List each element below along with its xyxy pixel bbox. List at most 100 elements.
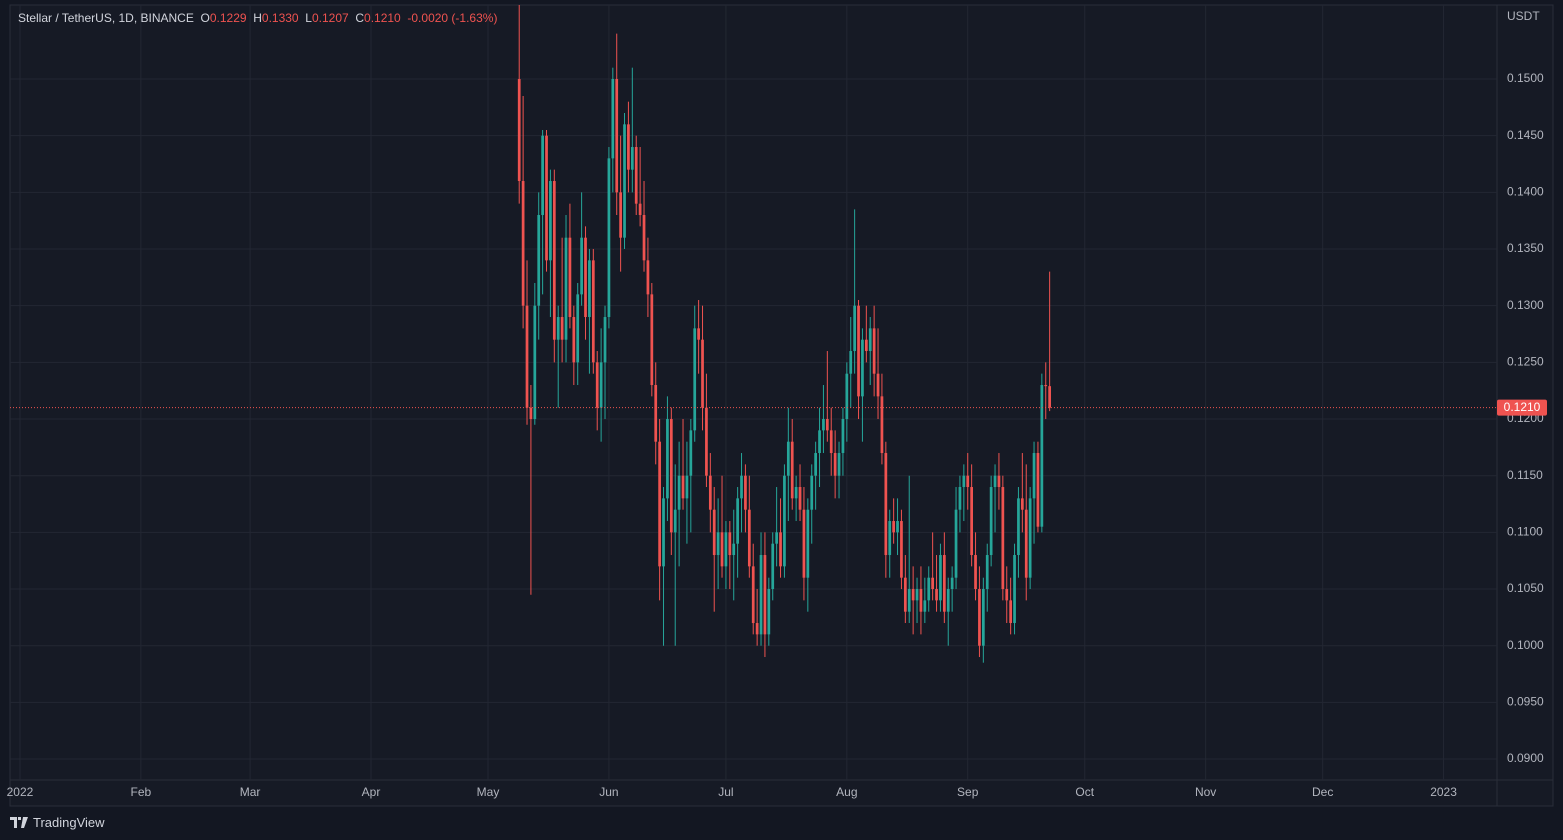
candle-body [950, 577, 954, 590]
candle-body [669, 419, 673, 533]
candle-body [740, 475, 743, 499]
candle-body [1040, 385, 1044, 527]
candle-body [900, 521, 903, 578]
candle-body [584, 237, 587, 318]
brand[interactable]: TradingView [10, 815, 105, 830]
candle-body [552, 181, 556, 340]
candle-body [919, 589, 923, 612]
candle-body [697, 328, 700, 340]
candle-body [716, 532, 720, 556]
candle-body [833, 453, 837, 476]
candle-body [946, 589, 950, 612]
candle-body [942, 555, 946, 612]
last-price-badge [1497, 399, 1547, 416]
candle-body [541, 135, 544, 216]
candle-body [611, 79, 615, 159]
candle-body [677, 475, 681, 510]
candle-body [1048, 386, 1052, 408]
x-tick-label: Mar [240, 785, 261, 799]
candle-body [872, 328, 876, 374]
candle-body [638, 203, 642, 216]
candle-body [802, 509, 806, 578]
x-tick-label: Jun [599, 785, 618, 799]
candle-body [966, 475, 970, 488]
y-tick-label: 0.1150 [1507, 468, 1543, 482]
candle-body [646, 260, 650, 295]
candle-body [517, 79, 521, 182]
candle-body [857, 305, 860, 397]
candle-body [989, 487, 993, 556]
symbol: Stellar / TetherUS, 1D, BINANCE [18, 11, 194, 25]
candle-body [591, 260, 595, 363]
y-tick-label: 0.0950 [1507, 695, 1544, 709]
candle-body [732, 543, 736, 556]
candle-body [786, 441, 790, 476]
label: C [355, 11, 365, 25]
candle-body [939, 555, 942, 601]
x-tick-label: Aug [836, 785, 857, 799]
candle-body [845, 373, 849, 420]
candle-body [525, 305, 529, 408]
candle-body [634, 147, 638, 204]
candle-body [970, 487, 974, 556]
candle-body [650, 294, 654, 386]
label: H [253, 11, 262, 25]
candle-body [1005, 589, 1009, 601]
candle-body [588, 260, 591, 318]
candle-body [1044, 385, 1048, 387]
candle-body [728, 532, 732, 556]
candle-body [892, 521, 896, 533]
candle-body [1001, 487, 1005, 590]
candle-body [705, 407, 708, 476]
candle-body [880, 396, 884, 454]
candle-body [642, 215, 646, 261]
candle-body [962, 475, 966, 488]
candle-body [619, 192, 622, 238]
candle-body [1024, 509, 1028, 578]
candle-body [708, 475, 712, 510]
candle-body [681, 475, 685, 499]
candle-body [693, 328, 697, 431]
candle-body [580, 237, 583, 295]
candle-body [794, 487, 798, 499]
candle-body [654, 385, 658, 442]
y-tick-label: 0.1400 [1507, 185, 1544, 199]
candle-body [981, 589, 985, 646]
x-tick-label: Oct [1075, 785, 1094, 799]
candle-body [841, 419, 845, 454]
candle-body [1020, 498, 1024, 510]
candle-body [662, 498, 665, 567]
x-tick-label: 2023 [1430, 785, 1457, 799]
candle-body [911, 589, 915, 601]
candle-body [673, 509, 677, 533]
candle-body [931, 577, 935, 590]
candle-body [615, 79, 619, 193]
candle-body [744, 475, 747, 510]
candle-body [1032, 453, 1036, 499]
candle-body [954, 509, 958, 578]
candle-body [903, 577, 907, 612]
candle-body [1017, 498, 1020, 556]
candle-body [775, 532, 778, 544]
candle-body [576, 294, 580, 363]
candle-body [564, 237, 568, 340]
candle-body [997, 475, 1001, 488]
label: O [200, 11, 210, 25]
candle-body [595, 362, 599, 408]
candle-body [864, 339, 868, 352]
y-tick-label: 0.1350 [1507, 241, 1544, 255]
candle-body [1009, 600, 1013, 624]
x-tick-label: Dec [1312, 785, 1333, 799]
candle-body [521, 181, 525, 306]
candle-body [806, 509, 810, 578]
candle-body [701, 339, 704, 408]
y-tick-label: 0.1250 [1507, 355, 1544, 369]
y-tick-label: 0.1500 [1507, 71, 1544, 85]
y-tick-label: 0.1450 [1507, 128, 1544, 142]
value: 0.1229 [209, 11, 247, 25]
candle-body [888, 521, 892, 556]
legend-header: Stellar / TetherUS, 1D, BINANCE O0.1229 … [18, 11, 497, 25]
candle-body [868, 328, 872, 352]
brand-name: TradingView [33, 815, 105, 830]
